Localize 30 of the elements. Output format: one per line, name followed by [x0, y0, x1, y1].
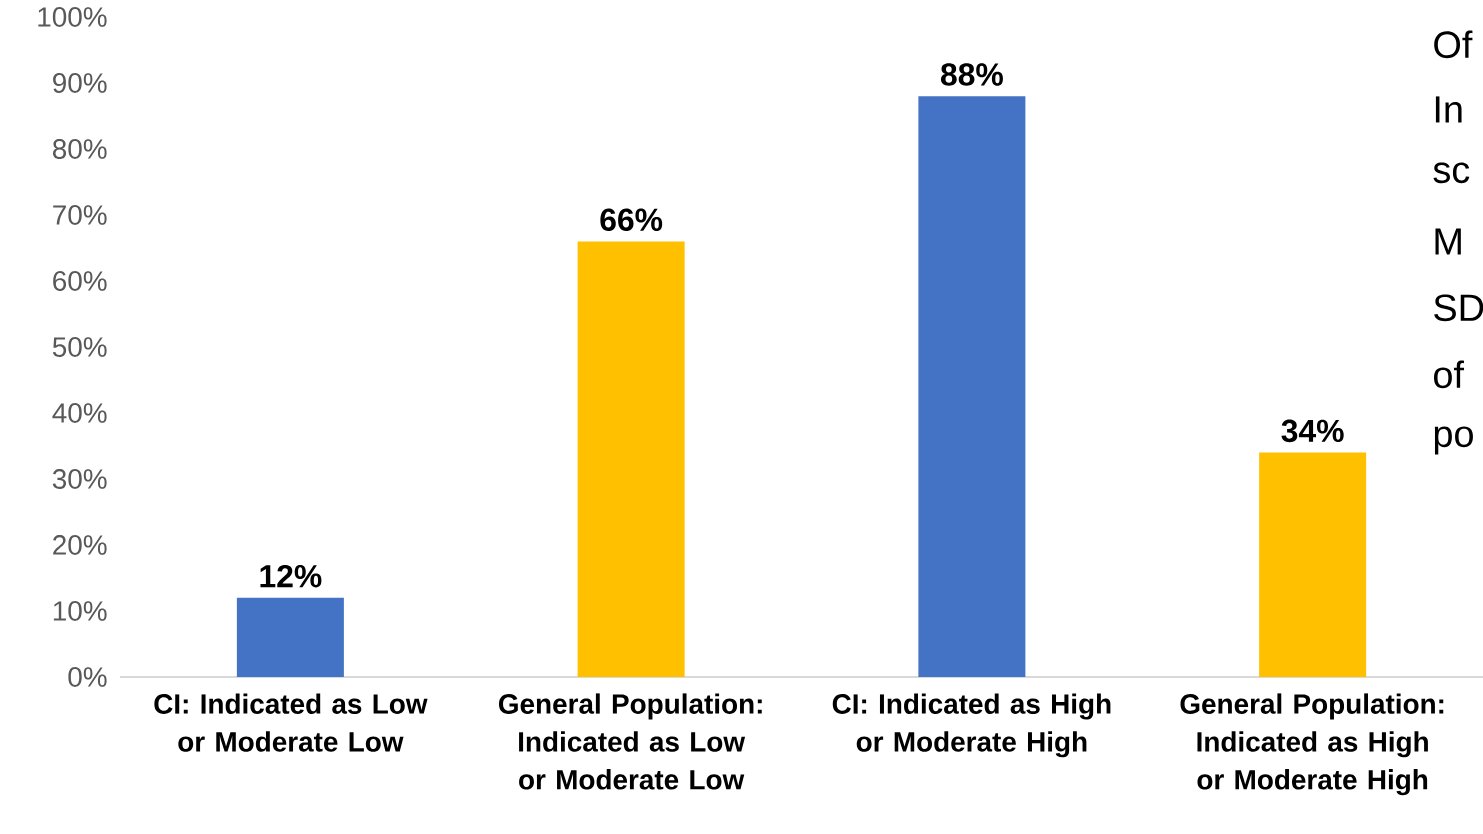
x-tick-label: General Population: Indicated as Low or Moderate Low — [498, 693, 762, 790]
y-tick-label: 10% — [53, 601, 107, 621]
y-tick-label: 0% — [68, 667, 107, 687]
x-tick-label: General Population: Indicated as High or Moderate High — [1180, 693, 1444, 796]
bar — [918, 96, 1026, 677]
bar — [236, 597, 344, 677]
y-tick-label: 50% — [52, 337, 107, 357]
x-tick-label: CI: Indicated as High or Moderate High — [832, 693, 1111, 758]
bar — [1259, 452, 1367, 677]
y-tick-label: 40% — [52, 403, 107, 423]
y-tick-label: 80% — [52, 139, 107, 159]
annotation: Of — [1434, 30, 1473, 59]
x-tick-label: CI: Indicated as Low or Moderate Low — [154, 693, 428, 752]
data-label: 34% — [1281, 419, 1344, 443]
annotation: SD — [1434, 294, 1483, 322]
data-label: 12% — [260, 564, 322, 588]
y-tick-label: 90% — [53, 73, 107, 93]
y-tick-label: 70% — [53, 205, 107, 225]
data-label: 88% — [940, 63, 1003, 86]
annotation: sc — [1433, 162, 1470, 184]
annotation: M — [1435, 228, 1461, 255]
annotation: po — [1434, 426, 1473, 455]
y-tick-label: 60% — [53, 271, 107, 291]
y-tick-label: 30% — [52, 469, 107, 489]
bar — [577, 241, 685, 677]
annotation: of — [1434, 360, 1465, 389]
data-label: 66% — [600, 208, 663, 231]
annotation: In — [1435, 96, 1462, 123]
y-tick-label: 100% — [38, 7, 107, 27]
y-tick-label: 20% — [53, 535, 107, 555]
